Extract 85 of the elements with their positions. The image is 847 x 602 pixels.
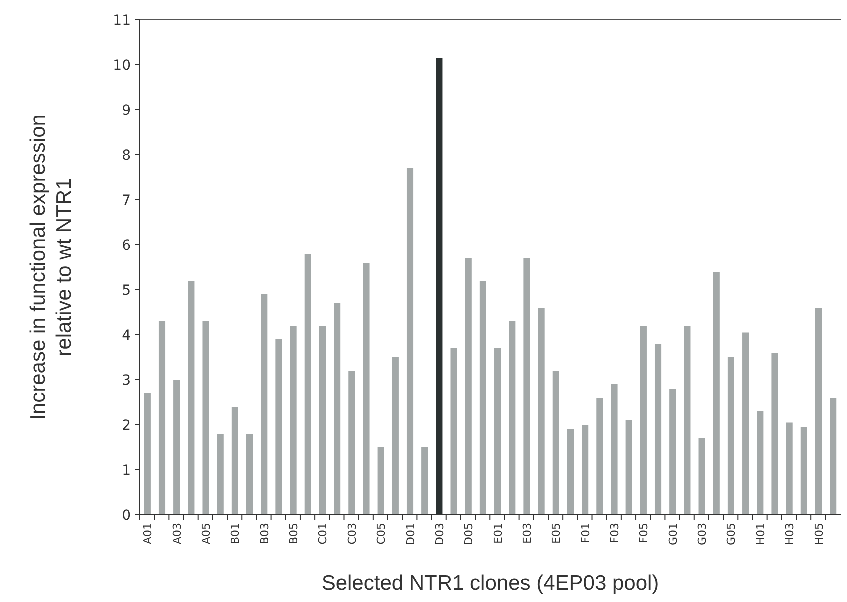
y-tick-label: 3 xyxy=(122,372,131,389)
x-tick-label: E05 xyxy=(550,523,564,544)
bar xyxy=(582,425,589,515)
y-tick-label: 7 xyxy=(122,192,131,209)
x-tick-label: B01 xyxy=(229,523,242,545)
bar xyxy=(494,348,502,515)
x-tick-label: G05 xyxy=(725,523,738,546)
x-tick-label: F05 xyxy=(638,523,651,544)
bar xyxy=(392,358,399,515)
x-tick-label: H01 xyxy=(754,523,768,546)
bar xyxy=(450,348,458,515)
y-tick-label: 9 xyxy=(122,102,131,119)
bar xyxy=(538,308,545,515)
bar xyxy=(654,344,662,515)
x-tick-label: G01 xyxy=(666,523,680,546)
bar xyxy=(319,326,326,515)
x-tick-label: G03 xyxy=(696,523,710,546)
y-tick-label: 5 xyxy=(122,282,131,299)
bar xyxy=(246,434,254,515)
bar xyxy=(232,407,238,515)
bar xyxy=(552,371,560,515)
x-tick-label: D01 xyxy=(404,523,418,546)
bar xyxy=(524,258,530,515)
bar xyxy=(684,326,691,515)
bar xyxy=(422,448,428,515)
bar xyxy=(217,434,224,515)
y-tick-label: 2 xyxy=(122,418,131,434)
x-tick-label: F01 xyxy=(579,523,592,544)
bar xyxy=(158,322,166,515)
bar xyxy=(144,394,151,515)
x-tick-label: C03 xyxy=(346,523,359,545)
bar xyxy=(261,294,268,515)
bar xyxy=(698,438,706,515)
bar xyxy=(786,422,793,515)
bar xyxy=(800,427,808,515)
x-axis-title: Selected NTR1 clones (4EP03 pool) xyxy=(322,572,660,595)
x-tick-label: E03 xyxy=(520,523,534,544)
bar xyxy=(611,384,618,515)
bar xyxy=(465,258,472,515)
bar xyxy=(757,412,764,515)
x-tick-label: H03 xyxy=(784,523,797,546)
bar xyxy=(304,254,312,515)
bar xyxy=(567,430,574,515)
x-tick-label: D03 xyxy=(433,523,446,546)
bar xyxy=(713,272,720,515)
y-tick-label: 6 xyxy=(122,238,132,254)
y-tick-label: 0 xyxy=(122,508,131,524)
bar xyxy=(188,281,195,515)
x-tick-label: F03 xyxy=(608,523,622,544)
y-tick-label: 11 xyxy=(113,12,131,29)
x-tick-label: D05 xyxy=(462,523,476,546)
x-tick-label: E01 xyxy=(492,523,505,544)
bar xyxy=(626,420,632,515)
bar xyxy=(596,398,604,515)
y-axis-title: Increase in functional expression relative to wt NTR1 xyxy=(27,114,76,420)
bar xyxy=(509,322,516,515)
bar xyxy=(670,389,676,515)
bar xyxy=(348,371,356,515)
bar xyxy=(363,263,370,515)
x-tick-label: C01 xyxy=(316,523,330,545)
bar xyxy=(378,448,384,515)
x-tick-label: B03 xyxy=(258,523,272,545)
y-tick-label: 10 xyxy=(113,58,131,74)
bar xyxy=(174,380,180,515)
bar xyxy=(815,308,822,515)
x-tick-label: H05 xyxy=(812,523,826,546)
bar xyxy=(480,281,486,515)
x-tick-label: B05 xyxy=(288,523,301,545)
bar xyxy=(276,340,282,515)
bar xyxy=(772,353,778,515)
bar xyxy=(640,326,647,515)
x-tick-label: C05 xyxy=(375,523,388,545)
x-tick-label: A01 xyxy=(142,523,155,545)
y-tick-label: 8 xyxy=(122,148,131,164)
bar xyxy=(406,168,414,515)
bar xyxy=(742,332,750,515)
bar xyxy=(202,322,210,515)
bar xyxy=(830,398,837,515)
y-tick-label: 4 xyxy=(122,328,132,344)
bar xyxy=(334,304,341,515)
bar xyxy=(290,326,297,515)
x-tick-label: A05 xyxy=(200,523,214,545)
bar xyxy=(728,358,734,515)
y-tick-label: 1 xyxy=(122,462,131,479)
x-tick-label: A03 xyxy=(170,523,184,545)
